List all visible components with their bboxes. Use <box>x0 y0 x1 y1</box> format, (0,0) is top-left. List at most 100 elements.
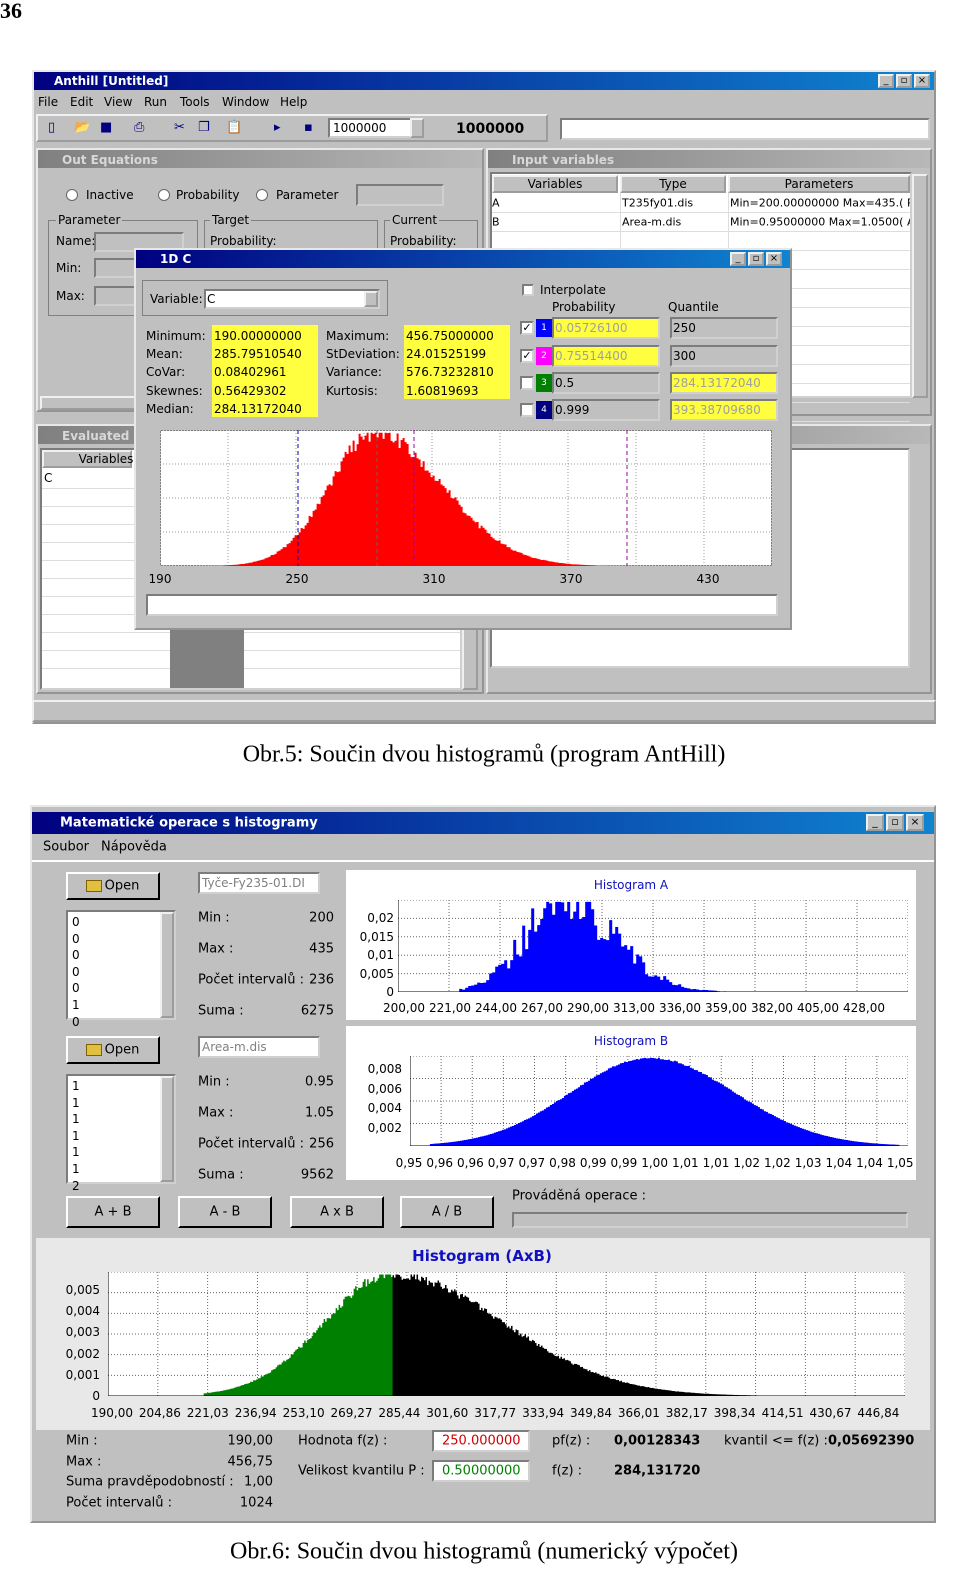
histogram <box>459 901 799 992</box>
radio[interactable] <box>66 189 78 201</box>
x-tick-label: 405,00 <box>797 1001 839 1015</box>
toolbar-icon[interactable]: ⎙ <box>134 120 145 135</box>
quant-field <box>670 399 778 421</box>
fz-field[interactable] <box>432 1430 530 1452</box>
stat-value: 1024 <box>239 1495 273 1510</box>
window-button[interactable]: _ <box>866 814 884 831</box>
file-name: Tyče-Fy235-01.DI <box>202 876 305 890</box>
x-tick-label: 250 <box>285 572 309 586</box>
checkbox[interactable]: ✓ <box>520 321 534 335</box>
column-header[interactable] <box>620 175 726 193</box>
p-field[interactable] <box>432 1460 530 1482</box>
window-title: Anthill [Untitled] <box>54 74 169 88</box>
toolbar-icon[interactable]: ✂ <box>174 120 185 135</box>
column-header-text: Probability <box>552 300 616 314</box>
stat-value: 284.13172040 <box>214 401 302 416</box>
x-tick-label: 0,99 <box>610 1156 638 1170</box>
menu-item[interactable]: File <box>38 95 59 109</box>
field-label: Min: <box>56 261 82 275</box>
y-tick-label: 0,005 <box>359 966 394 981</box>
list-item: 0 <box>72 931 80 946</box>
prob-field <box>552 345 660 367</box>
combobox-text: C <box>207 292 216 306</box>
radio-label: Probability <box>176 188 240 202</box>
field-label: Velikost kvantilu P : <box>298 1463 425 1479</box>
menu-item[interactable]: View <box>104 95 133 109</box>
x-tick-label: 0,96 <box>426 1156 454 1170</box>
x-tick-label: 370 <box>559 572 583 586</box>
histogram-left <box>203 1274 393 1396</box>
spinner[interactable] <box>410 118 424 138</box>
checkbox[interactable] <box>522 284 534 296</box>
combobox[interactable] <box>204 289 380 309</box>
window-button[interactable]: ▫ <box>896 74 912 88</box>
window-button[interactable]: × <box>914 74 930 88</box>
combo-button[interactable] <box>364 291 378 307</box>
toolbar-icon[interactable]: 📋 <box>226 120 243 135</box>
toolbar-icon[interactable]: ❐ <box>198 120 210 135</box>
chart-title: Histogram A <box>593 878 669 892</box>
x-tick-label: 221,03 <box>186 1406 229 1420</box>
menu-item[interactable]: Edit <box>70 95 94 109</box>
operation-button[interactable] <box>66 1196 160 1228</box>
menu-item[interactable]: Soubor <box>43 839 89 855</box>
prob-field <box>552 399 660 421</box>
radio[interactable] <box>158 189 170 201</box>
checkbox[interactable] <box>520 403 534 417</box>
column-header[interactable] <box>42 450 132 468</box>
y-tick-label: 0,015 <box>359 929 394 944</box>
window-button[interactable]: _ <box>878 74 894 88</box>
button-label[interactable]: A / B <box>431 1204 463 1220</box>
list-item: 0 <box>72 948 80 963</box>
window-button[interactable]: ▫ <box>886 814 904 831</box>
button-label[interactable]: A - B <box>209 1204 241 1220</box>
operation-button[interactable] <box>290 1196 384 1228</box>
x-tick-label: 359,00 <box>705 1001 747 1015</box>
open-button[interactable] <box>66 1036 160 1064</box>
window-button[interactable]: _ <box>730 252 746 266</box>
scrollbar <box>160 1076 174 1182</box>
window-button[interactable]: × <box>906 814 924 831</box>
open-button[interactable] <box>66 872 160 900</box>
list-box <box>66 910 176 1020</box>
column-header[interactable] <box>492 175 618 193</box>
column-header[interactable] <box>728 175 910 193</box>
file-field <box>198 1036 320 1058</box>
group-label: Parameter <box>56 213 123 227</box>
checkbox[interactable] <box>520 376 534 390</box>
x-tick-label: 1,02 <box>764 1156 791 1170</box>
window-button[interactable]: ▫ <box>748 252 764 266</box>
toolbar-icon[interactable]: 📂 <box>74 120 91 135</box>
operation-button[interactable] <box>178 1196 272 1228</box>
menu-item[interactable]: Help <box>280 95 308 109</box>
stat-label: Mean: <box>146 347 183 362</box>
menu-item[interactable]: Nápověda <box>101 839 167 855</box>
menu-item[interactable]: Tools <box>180 95 210 109</box>
stat-value: 200 <box>309 910 334 926</box>
toolbar-icon[interactable]: ▪ <box>304 120 313 135</box>
x-tick-label: 290,00 <box>567 1001 609 1015</box>
radio[interactable] <box>256 189 268 201</box>
chart-title: Histogram B <box>593 1034 669 1048</box>
menu-item[interactable]: Window <box>222 95 270 109</box>
stat-label: Suma : <box>198 1003 244 1019</box>
radio-label: Parameter <box>276 188 339 202</box>
button-label[interactable]: A + B <box>94 1204 132 1220</box>
window-button[interactable]: × <box>766 252 782 266</box>
toolbar-icon[interactable]: ■ <box>100 120 113 135</box>
checkbox[interactable]: ✓ <box>520 349 534 363</box>
button-label[interactable]: A x B <box>320 1204 354 1220</box>
stat-value: 285.79510540 <box>214 347 302 362</box>
toolbar-icon[interactable]: ▸ <box>274 120 281 135</box>
marker-number: 2 <box>541 351 547 361</box>
x-tick-label: 1,04 <box>856 1156 883 1170</box>
y-tick-label: 0,005 <box>65 1283 100 1297</box>
menu-item[interactable]: Run <box>144 95 168 109</box>
separator <box>32 860 934 862</box>
toolbar-input-text: 1000000 <box>333 121 387 135</box>
operation-button[interactable] <box>400 1196 494 1228</box>
toolbar-value: 1000000 <box>456 121 525 137</box>
stat-label: Minimum: <box>146 329 206 343</box>
toolbar-icon[interactable]: ▯ <box>48 120 56 135</box>
y-tick-label: 0 <box>92 1389 100 1403</box>
